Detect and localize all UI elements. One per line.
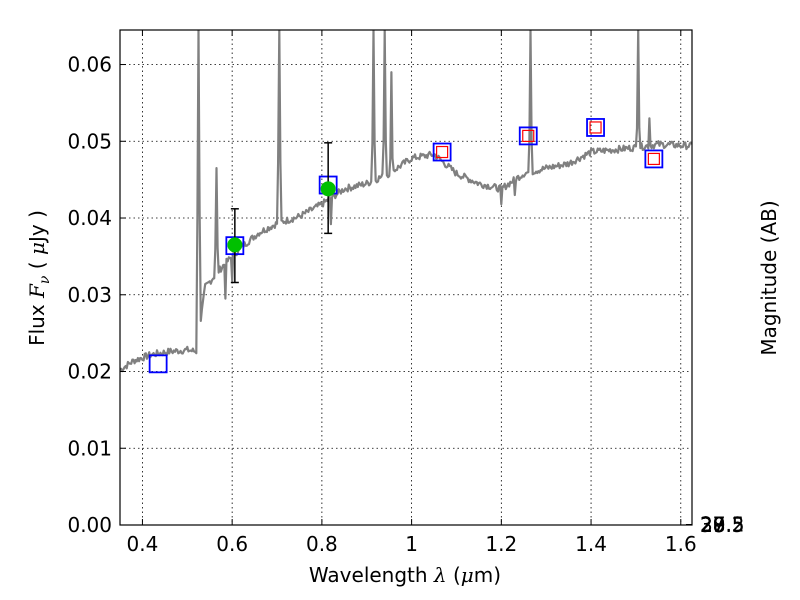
right-tick-label: 27.5 <box>700 513 745 537</box>
axes-frame <box>119 29 693 526</box>
right-tick-label: 29 <box>700 513 725 537</box>
right-tick-label: 28 <box>700 513 725 537</box>
right-tick-label: 27.2 <box>700 513 745 537</box>
right-y-axis-label: Magnitude (AB) <box>757 200 781 355</box>
y-tick-label: 0.01 <box>67 436 112 460</box>
observed-point <box>227 237 243 253</box>
model-photometry-box <box>432 142 452 162</box>
model-spectrum-line <box>120 30 692 373</box>
y-tick-label: 0.02 <box>67 360 112 384</box>
model-photometry-red-box <box>522 129 535 143</box>
right-tick-label: 27 <box>700 513 725 537</box>
ticks: 0.4 0.6 0.8 1 1.2 1.4 1.6 0.00 0.01 0.02 0.03 0.04 0… <box>67 30 745 556</box>
y-tick-label: 0.04 <box>67 206 112 230</box>
model-photometry-box <box>518 126 538 146</box>
y-tick-label: 0.05 <box>67 129 112 153</box>
x-axis-label: Wavelength λ (μm) <box>309 563 501 587</box>
observed-point <box>320 181 336 197</box>
x-tick-label: 1.2 <box>485 532 517 556</box>
y-tick-label: 0.03 <box>67 283 112 307</box>
x-tick-label: 1 <box>405 532 418 556</box>
model-photometry-box <box>148 354 168 374</box>
x-tick-label: 1.4 <box>575 532 607 556</box>
right-tick-label: 30 <box>700 513 725 537</box>
plot-area <box>120 30 692 374</box>
right-tick-label: 28.5 <box>700 513 745 537</box>
y-tick-label: 0.00 <box>67 513 112 537</box>
x-tick-label: 0.6 <box>216 532 248 556</box>
model-photometry-box <box>644 149 664 169</box>
model-photometry-red-box <box>436 145 449 159</box>
x-tick-label: 1.6 <box>665 532 697 556</box>
x-tick-label: 0.8 <box>306 532 338 556</box>
y-tick-label: 0.06 <box>67 53 112 77</box>
model-photometry-box <box>586 118 605 137</box>
plot-content <box>120 30 692 374</box>
model-photometry-red-box <box>647 152 660 166</box>
x-tick-label: 0.4 <box>127 532 159 556</box>
y-axis-label: Flux Fν ( μJy ) <box>25 210 53 346</box>
model-photometry-red-box <box>589 121 602 134</box>
